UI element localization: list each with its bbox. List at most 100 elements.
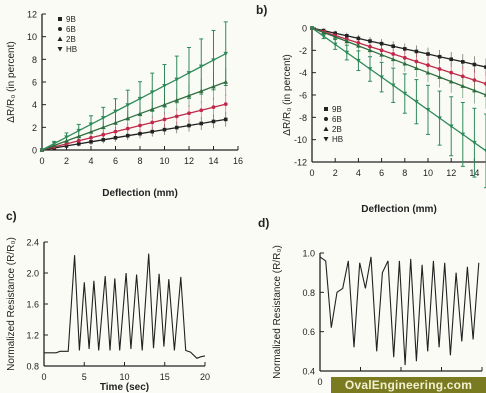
chart-b-point-2b [379, 52, 384, 57]
chart-a-point-6b [199, 108, 204, 113]
chart-a-y-tick-label: 12 [27, 10, 37, 20]
chart-b-point-2b [460, 83, 466, 88]
chart-b-point-6b [391, 52, 396, 56]
chart-a-point-9b [89, 140, 93, 144]
chart-c-y-tick-label: 0.8 [26, 362, 39, 372]
chart-a-x-tick-label: 14 [208, 156, 218, 166]
chart-a-point-2b [100, 125, 106, 130]
chart-a-point-hb [211, 58, 216, 63]
chart-a-legend-marker [58, 27, 62, 31]
chart-d-signal-line [319, 256, 480, 366]
chart-b-point-6b [460, 74, 465, 79]
chart-b-y-tick-label: -6 [299, 91, 307, 101]
chart-a-legend-label: 2B [66, 35, 76, 44]
chart-b-x-tick-label: 6 [379, 168, 384, 178]
chart-b-point-9b [379, 41, 384, 46]
chart-a-point-9b [187, 123, 191, 128]
chart-a-point-6b [162, 117, 167, 122]
chart-a-point-6b [223, 102, 228, 106]
chart-d-y-tick-label: 0.6 [302, 327, 315, 337]
chart-a-legend-marker [57, 36, 63, 41]
chart-b-point-hb [356, 58, 361, 64]
chart-a-legend-marker [58, 17, 62, 21]
chart-a-x-tick-label: 2 [64, 156, 69, 166]
chart-c-x-tick-label: 15 [160, 372, 170, 382]
chart-b-y-tick-label: -12 [294, 158, 307, 168]
chart-b-point-9b [426, 52, 430, 56]
chart-d-x-tick-label: 0 [317, 377, 322, 387]
panel-label-c: c) [6, 209, 17, 223]
chart-panel-b: 0 -2 -4 -6 -8 -10 -12 0 2 4 6 8 10 12 14 Deflection (mm… [250, 0, 486, 220]
chart-b-point-9b [345, 34, 349, 38]
chart-d-svg: 0.40.60.81.005101520Normalized Resistanc… [258, 216, 486, 387]
chart-b-point-2b [356, 43, 361, 48]
chart-a-series-line-9b [41, 118, 226, 151]
chart-b-legend-marker [324, 107, 328, 111]
chart-a-point-2b [113, 120, 118, 125]
chart-a-point-hb [149, 90, 155, 95]
chart-b-point-hb [414, 99, 419, 104]
chart-c-y-tick-label: 2.4 [26, 238, 39, 248]
chart-b-legend-label: HB [332, 135, 343, 144]
chart-b-x-tick-label: 8 [402, 168, 407, 178]
chart-b-point-6b [449, 70, 454, 75]
chart-d-y-tick-label: 1.0 [302, 249, 315, 259]
chart-a-y-tick-label: 0 [32, 146, 37, 156]
chart-b-point-9b [403, 47, 407, 51]
chart-b-point-hb [379, 75, 384, 80]
chart-a-point-2b [198, 88, 204, 93]
chart-a-series-line-hb [41, 53, 227, 151]
chart-b-point-9b [368, 39, 372, 43]
chart-b-legend-marker [324, 117, 328, 121]
chart-a-point-6b [187, 111, 191, 116]
chart-a-point-hb [198, 64, 204, 69]
chart-a-y-tick-label: 10 [27, 32, 37, 42]
chart-b-y-tick-label: -4 [299, 68, 307, 78]
chart-a-x-tick-label: 4 [88, 156, 93, 166]
chart-a-point-2b [174, 97, 180, 102]
chart-c-y-tick-label: 1.6 [26, 300, 39, 310]
chart-a-point-2b [162, 102, 167, 107]
chart-b-y-tick-label: -2 [299, 46, 307, 56]
chart-c-y-tick-label: 2.0 [26, 269, 39, 279]
chart-b-point-2b [472, 88, 477, 93]
chart-a-point-hb [137, 96, 143, 101]
chart-a-point-9b [223, 117, 228, 122]
chart-a-point-9b [113, 135, 118, 140]
chart-c-svg: 0.8 1.2 1.6 2.0 2.4 0 5 10 15 20 Time (sec) Normali… [6, 209, 210, 393]
chart-a-y-tick-label: 8 [32, 55, 37, 65]
chart-b-y-tick-label: -10 [294, 135, 307, 145]
chart-b-y-axis-label: ΔR/R₀ (in percent) [282, 54, 293, 135]
chart-b-point-2b [437, 74, 442, 79]
chart-a-point-6b [125, 126, 130, 131]
chart-b-legend-label: 2B [332, 125, 342, 134]
chart-b-series-line-2b [311, 27, 486, 96]
chart-b-point-hb [448, 124, 454, 129]
chart-a-point-9b [76, 142, 81, 146]
chart-b-point-2b [414, 65, 419, 70]
chart-b-series-line-9b [311, 27, 486, 68]
chart-panel-d: 0.40.60.81.005101520Normalized Resistanc… [240, 205, 486, 393]
chart-b-point-9b [449, 57, 453, 62]
chart-b-x-tick-label: 0 [309, 168, 314, 178]
chart-b-point-9b [472, 62, 477, 67]
chart-a-point-9b [174, 125, 179, 130]
chart-b-point-2b [344, 39, 350, 44]
chart-a-point-9b [125, 133, 130, 138]
chart-b-point-2b [321, 30, 326, 35]
chart-a-series-line-2b [41, 81, 227, 151]
chart-a-legend-label: HB [66, 45, 77, 54]
chart-a-x-tick-label: 8 [137, 156, 142, 166]
chart-a-series-line-6b [41, 103, 226, 151]
chart-b-point-hb [483, 149, 486, 154]
chart-b-legend-marker [323, 137, 329, 142]
chart-a-point-9b [101, 138, 106, 142]
chart-a-x-axis-label: Deflection (mm) [102, 188, 178, 199]
chart-b-point-6b [368, 44, 372, 49]
chart-a-legend-label: 9B [66, 15, 76, 24]
chart-a-point-9b [162, 127, 167, 132]
chart-a-point-hb [76, 128, 82, 134]
chart-b-point-6b [379, 48, 384, 53]
chart-a-point-6b [174, 114, 179, 119]
chart-b-point-hb [344, 50, 350, 55]
